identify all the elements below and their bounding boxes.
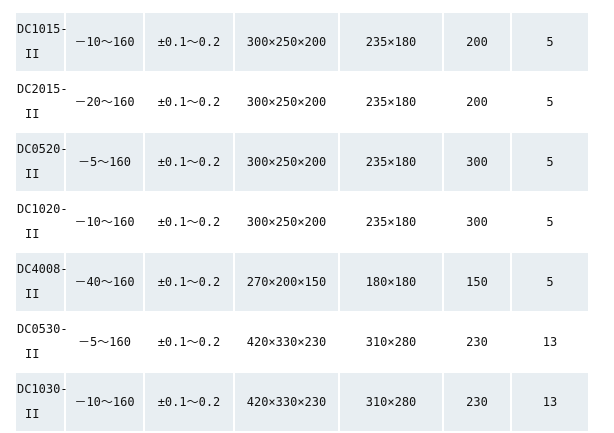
table-cell: －5～160 <box>64 311 145 373</box>
model-name-line1: DC1030- <box>17 382 68 396</box>
model-name-line2: II <box>25 47 40 61</box>
table-cell: ±0.1～0.2 <box>143 11 235 73</box>
table-cell: －10～160 <box>64 191 145 253</box>
table-cell: 300×250×200 <box>233 71 340 133</box>
table-cell: 5 <box>510 71 590 133</box>
model-name-line2: II <box>25 227 40 241</box>
table-cell: 420×330×230 <box>233 311 340 373</box>
table-cell: ±0.1～0.2 <box>143 131 235 193</box>
table-row: DC2015- II －20～160 ±0.1～0.2 300×250×200 235×1… <box>14 71 590 133</box>
table-cell: 300×250×200 <box>233 191 340 253</box>
table-cell: ±0.1～0.2 <box>143 311 235 373</box>
table-cell: 13 <box>510 311 590 373</box>
model-name-line2: II <box>25 407 40 421</box>
table-cell: 235×180 <box>338 131 444 193</box>
table-cell: 5 <box>510 191 590 253</box>
table-cell: 235×180 <box>338 11 444 73</box>
table-cell: 5 <box>510 131 590 193</box>
table-cell: 300 <box>442 191 512 253</box>
model-cell: DC0520- II <box>14 131 68 193</box>
table-cell: 310×280 <box>338 311 444 373</box>
table-cell: ±0.1～0.2 <box>143 71 235 133</box>
model-name-line2: II <box>25 347 40 361</box>
table-cell: 150 <box>442 251 512 313</box>
table-row: DC0520- II －5～160 ±0.1～0.2 300×250×200 235×18… <box>14 131 590 193</box>
model-cell: DC0530- II <box>14 311 68 373</box>
model-name-line2: II <box>25 287 40 301</box>
table-cell: －40～160 <box>64 251 145 313</box>
table-cell: 235×180 <box>338 71 444 133</box>
table-cell: 13 <box>510 371 590 433</box>
table-cell: ±0.1～0.2 <box>143 191 235 253</box>
table-cell: 230 <box>442 371 512 433</box>
model-name-line2: II <box>25 107 40 121</box>
model-name-line1: DC1020- <box>17 202 68 216</box>
table-cell: 310×280 <box>338 371 444 433</box>
model-name-line2: II <box>25 167 40 181</box>
table-cell: 235×180 <box>338 191 444 253</box>
table-cell: 5 <box>510 11 590 73</box>
table-cell: 200 <box>442 11 512 73</box>
model-name-line1: DC1015- <box>17 22 68 36</box>
model-name-line1: DC2015- <box>17 82 68 96</box>
table-row: DC1015- II －10～160 ±0.1～0.2 300×250×200 235×1… <box>14 11 590 73</box>
table-cell: －20～160 <box>64 71 145 133</box>
table-cell: 5 <box>510 251 590 313</box>
table-cell: 300×250×200 <box>233 11 340 73</box>
table-row: DC0530- II －5～160 ±0.1～0.2 420×330×230 310×28… <box>14 311 590 373</box>
table-cell: 200 <box>442 71 512 133</box>
model-cell: DC2015- II <box>14 71 68 133</box>
model-cell: DC4008- II <box>14 251 68 313</box>
table-row: DC4008- II －40～160 ±0.1～0.2 270×200×150 180×1… <box>14 251 590 313</box>
table-cell: ±0.1～0.2 <box>143 371 235 433</box>
model-cell: DC1020- II <box>14 191 68 253</box>
table-cell: 300×250×200 <box>233 131 340 193</box>
table-cell: －10～160 <box>64 371 145 433</box>
model-name-line1: DC0530- <box>17 322 68 336</box>
table-cell: 230 <box>442 311 512 373</box>
model-cell: DC1015- II <box>14 11 68 73</box>
table-cell: ±0.1～0.2 <box>143 251 235 313</box>
table-cell: －5～160 <box>64 131 145 193</box>
spec-table: DC1015- II －10～160 ±0.1～0.2 300×250×200 235×1… <box>14 11 590 433</box>
table-cell: 270×200×150 <box>233 251 340 313</box>
table-row: DC1020- II －10～160 ±0.1～0.2 300×250×200 235×1… <box>14 191 590 253</box>
table-cell: 420×330×230 <box>233 371 340 433</box>
table-cell: 180×180 <box>338 251 444 313</box>
model-cell: DC1030- II <box>14 371 68 433</box>
table-cell: 300 <box>442 131 512 193</box>
model-name-line1: DC4008- <box>17 262 68 276</box>
model-name-line1: DC0520- <box>17 142 68 156</box>
table-row: DC1030- II －10～160 ±0.1～0.2 420×330×230 310×2… <box>14 371 590 433</box>
table-cell: －10～160 <box>64 11 145 73</box>
